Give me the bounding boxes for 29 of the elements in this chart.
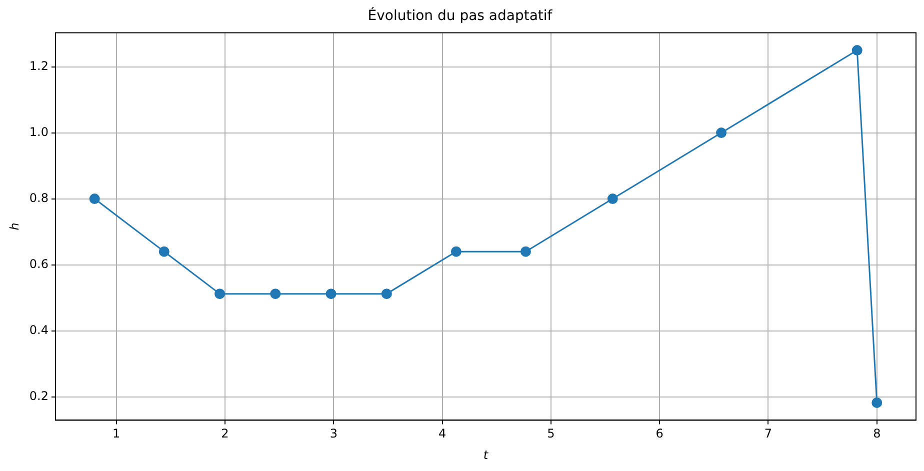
x-tick-label: 2 xyxy=(221,426,229,441)
point xyxy=(872,397,882,408)
y-tick-label: 0.4 xyxy=(29,322,48,337)
point xyxy=(326,288,336,300)
point xyxy=(270,288,281,300)
point xyxy=(520,246,531,257)
point xyxy=(852,45,862,56)
point xyxy=(607,194,618,204)
x-axis-title: t xyxy=(483,448,490,462)
y-tick-label: 0.2 xyxy=(29,388,48,403)
chart-title: Évolution du pas adaptatif xyxy=(368,7,554,24)
point xyxy=(89,194,100,204)
point xyxy=(214,288,226,300)
x-tick-label: 7 xyxy=(764,426,772,441)
point xyxy=(716,128,727,138)
y-axis-title: h xyxy=(7,222,22,230)
x-tick-label: 6 xyxy=(656,426,664,441)
x-tick-label: 4 xyxy=(438,426,446,441)
y-tick-label: 0.8 xyxy=(29,190,48,205)
point xyxy=(450,246,462,257)
x-tick-label: 1 xyxy=(112,426,120,441)
x-tick-label: 3 xyxy=(330,426,338,441)
y-tick-label: 1.0 xyxy=(29,124,48,139)
y-tick-label: 1.2 xyxy=(29,58,48,73)
x-tick-label: 8 xyxy=(873,426,881,441)
x-tick-label: 5 xyxy=(547,426,555,441)
point xyxy=(158,246,170,257)
point xyxy=(381,288,392,300)
y-tick-label: 0.6 xyxy=(29,256,48,271)
